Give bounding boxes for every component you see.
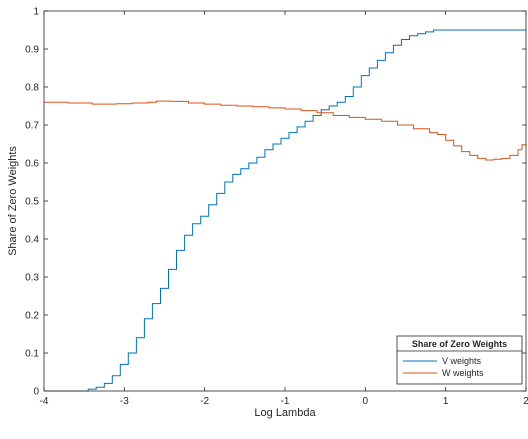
y-tick-label: 0.8 xyxy=(25,83,39,94)
y-tick-label: 0 xyxy=(33,387,39,398)
x-tick-label: -3 xyxy=(120,396,129,407)
plot-area xyxy=(44,29,527,392)
y-tick-label: 0.7 xyxy=(25,121,39,132)
y-tick-label: 0.6 xyxy=(25,159,39,170)
legend-title: Share of Zero Weights xyxy=(412,339,507,349)
y-tick-label: 0.5 xyxy=(25,197,39,208)
legend-label-v-weights: V weights xyxy=(442,356,482,366)
x-tick-label: -2 xyxy=(200,396,209,407)
x-tick-label: -4 xyxy=(40,396,49,407)
axes-box xyxy=(43,10,527,392)
y-tick-label: 0.1 xyxy=(25,349,39,360)
y-tick-label: 0.4 xyxy=(25,235,39,246)
axes: -4 -3 -2 -1 0 1 2 0 0.1 0.2 0.3 0.4 0.5 0.6 0.7 0.8 0.9 1 xyxy=(25,7,528,408)
series-line-v-weights xyxy=(44,29,526,392)
y-tick-label: 0.2 xyxy=(25,311,39,322)
y-tick-label: 0.3 xyxy=(25,273,39,284)
legend: Share of Zero Weights V weights W weight… xyxy=(396,335,523,385)
y-tick-label: 1 xyxy=(33,7,39,18)
x-tick-label: 0 xyxy=(363,396,369,407)
x-tick-label: 2 xyxy=(523,396,528,407)
legend-box xyxy=(396,335,523,385)
x-axis-title: Log Lambda xyxy=(254,407,316,419)
x-tick-label: -1 xyxy=(281,396,290,407)
x-tick-label: 1 xyxy=(443,396,449,407)
y-axis-title: Share of Zero Weights xyxy=(7,146,19,256)
series-line-w-weights xyxy=(44,100,527,161)
legend-label-w-weights: W weights xyxy=(442,368,484,378)
y-tick-label: 0.9 xyxy=(25,45,39,56)
